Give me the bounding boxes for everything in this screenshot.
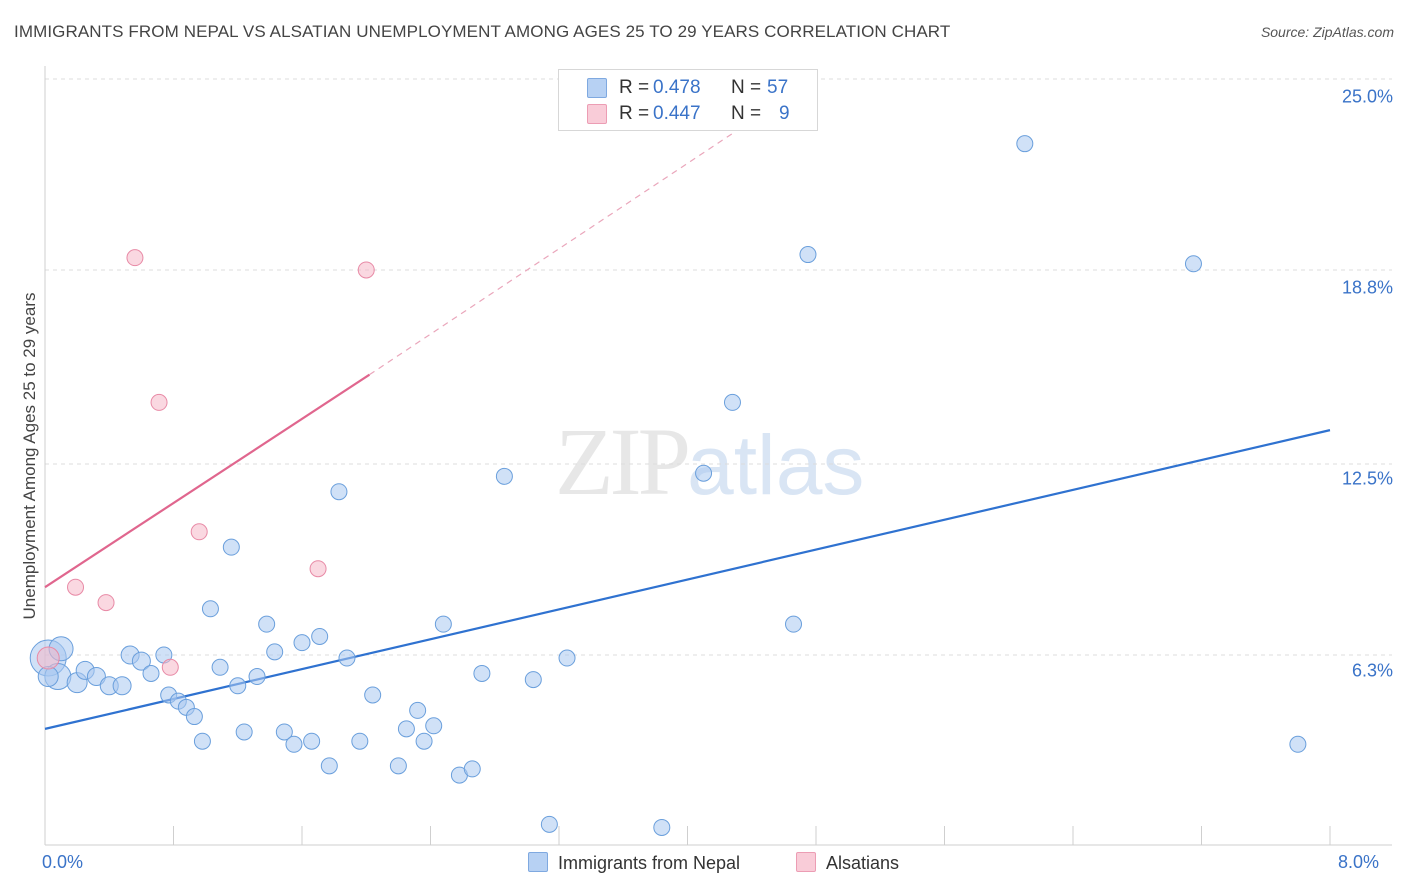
x-tick-label-max: 8.0%	[1338, 852, 1380, 872]
correlation-legend: R = 0.478 N = 57 R = 0.447 N = 9	[558, 69, 818, 131]
nepal-point	[311, 627, 329, 645]
nepal-point	[524, 671, 542, 689]
nepal-point	[211, 658, 229, 676]
nepal-point	[222, 538, 240, 556]
nepal-point	[723, 393, 741, 411]
nepal-point	[389, 757, 407, 775]
nepal-point	[409, 701, 427, 719]
nepal-point	[364, 686, 382, 704]
nepal-point	[495, 467, 513, 485]
legend-r-value: 0.478	[653, 77, 701, 98]
legend-swatch-blue	[587, 78, 607, 98]
alsatian-point	[36, 646, 60, 670]
nepal-point	[303, 732, 321, 750]
nepal-point	[653, 818, 671, 836]
nepal-point	[235, 723, 253, 741]
nepal-point	[185, 708, 203, 726]
legend-n-value: 9	[779, 103, 790, 124]
alsatian-trend-line	[44, 373, 371, 589]
nepal-point	[320, 757, 338, 775]
watermark: ZIPatlas	[555, 406, 864, 517]
nepal-point	[473, 664, 491, 682]
nepal-point	[397, 720, 415, 738]
nepal-point	[258, 615, 276, 633]
legend-r-label: R =	[619, 103, 650, 124]
nepal-point	[86, 667, 106, 687]
nepal-point	[338, 649, 356, 667]
legend-r-label: R =	[619, 77, 650, 98]
y-tick-label: 25.0%	[1341, 86, 1393, 107]
nepal-point	[695, 464, 713, 482]
watermark-zip: ZIP	[555, 408, 691, 515]
legend-n-value: 57	[767, 77, 789, 98]
trend-lines	[44, 130, 1331, 730]
legend-item-alsatians: Alsatians	[796, 852, 899, 874]
y-tick-label: 12.5%	[1341, 468, 1393, 489]
y-tick-label: 18.8%	[1341, 277, 1393, 298]
legend-swatch-pink	[796, 852, 816, 872]
legend-r-value: 0.447	[653, 103, 701, 124]
nepal-point	[266, 643, 284, 661]
nepal-point	[1184, 255, 1202, 273]
nepal-point	[463, 760, 481, 778]
nepal-point	[293, 634, 311, 652]
nepal-point	[193, 732, 211, 750]
source-label: Source: ZipAtlas.com	[1260, 24, 1394, 40]
legend-swatch-blue	[528, 852, 548, 872]
nepal-point	[415, 732, 433, 750]
nepal-point	[330, 483, 348, 501]
nepal-point	[275, 723, 293, 741]
nepal-point	[1289, 735, 1307, 753]
nepal-point	[558, 649, 576, 667]
alsatian-trend-extension	[369, 130, 737, 376]
nepal-point	[142, 664, 160, 682]
alsatian-point	[126, 249, 144, 267]
nepal-point	[285, 735, 303, 753]
nepal-point	[229, 677, 247, 695]
nepal-point	[799, 246, 817, 264]
watermark-atlas: atlas	[687, 418, 865, 512]
x-tick-label-min: 0.0%	[42, 852, 84, 872]
nepal-point	[434, 615, 452, 633]
alsatian-point	[161, 658, 179, 676]
nepal-point	[248, 668, 266, 686]
alsatian-point	[190, 523, 208, 541]
alsatian-point	[357, 261, 375, 279]
legend-swatch-pink	[587, 104, 607, 124]
grid-lines	[45, 78, 1392, 656]
legend-n-label: N =	[731, 77, 762, 98]
nepal-point	[201, 600, 219, 618]
nepal-point	[425, 717, 443, 735]
data-points	[29, 135, 1307, 836]
y-axis-title: Unemployment Among Ages 25 to 29 years	[20, 292, 39, 620]
alsatian-point	[150, 393, 168, 411]
alsatian-point	[309, 560, 327, 578]
nepal-point	[351, 732, 369, 750]
nepal-point	[785, 615, 803, 633]
legend-label-nepal: Immigrants from Nepal	[558, 853, 741, 873]
chart-title: IMMIGRANTS FROM NEPAL VS ALSATIAN UNEMPL…	[14, 22, 951, 41]
nepal-point	[112, 676, 132, 696]
alsatian-point	[97, 594, 115, 612]
legend-label-alsatians: Alsatians	[826, 853, 900, 873]
nepal-point	[1016, 135, 1034, 153]
axes	[44, 66, 1392, 846]
nepal-point	[131, 651, 151, 671]
legend-item-nepal: Immigrants from Nepal	[528, 852, 740, 874]
nepal-point	[540, 815, 558, 833]
alsatian-point	[67, 578, 85, 596]
y-tick-label: 6.3%	[1351, 660, 1393, 681]
legend-n-label: N =	[731, 103, 762, 124]
